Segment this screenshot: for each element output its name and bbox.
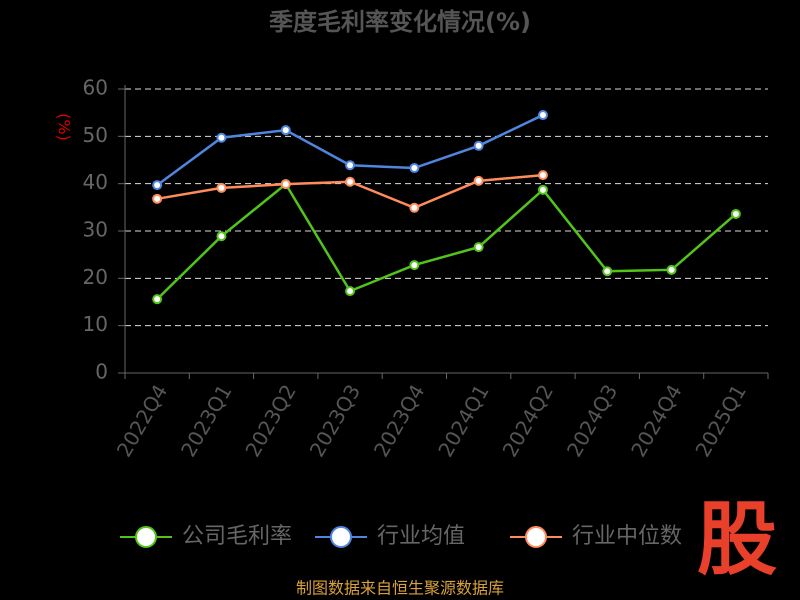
y-tick-label: 0 [95,360,108,384]
data-point [409,163,420,174]
legend-label: 行业均值 [377,524,465,549]
data-point [345,160,356,171]
y-tick-label: 40 [83,170,108,194]
data-point [730,208,741,219]
logo: 股 [697,493,777,586]
data-point [409,260,420,271]
legend-label: 公司毛利率 [182,524,292,549]
data-point [216,231,227,242]
data-point [537,170,548,181]
data-point [409,202,420,213]
data-point [280,125,291,136]
data-point [216,182,227,193]
data-point [345,176,356,187]
y-tick-label: 10 [83,312,108,336]
y-tick-label: 30 [83,218,108,242]
legend-label: 行业中位数 [572,524,682,549]
data-point [152,180,163,191]
data-point [473,140,484,151]
data-point [152,294,163,305]
y-axis-label: (%) [55,113,74,141]
data-point [473,175,484,186]
source: 制图数据来自恒生聚源数据库 [296,579,504,598]
y-tick-label: 60 [83,76,108,100]
series-line [156,182,737,301]
legend-marker [135,526,157,548]
y-tick-label: 50 [83,123,108,147]
data-point [280,179,291,190]
data-point [345,286,356,297]
data-point [602,266,613,277]
legend-marker [525,526,547,548]
data-point [152,193,163,204]
data-point [473,242,484,253]
y-tick-label: 20 [83,265,108,289]
data-point [216,132,227,143]
data-point [537,184,548,195]
chart-title: 季度毛利率变化情况(%) [269,8,531,36]
data-point [666,264,677,275]
legend-marker [330,526,352,548]
data-point [537,110,548,121]
